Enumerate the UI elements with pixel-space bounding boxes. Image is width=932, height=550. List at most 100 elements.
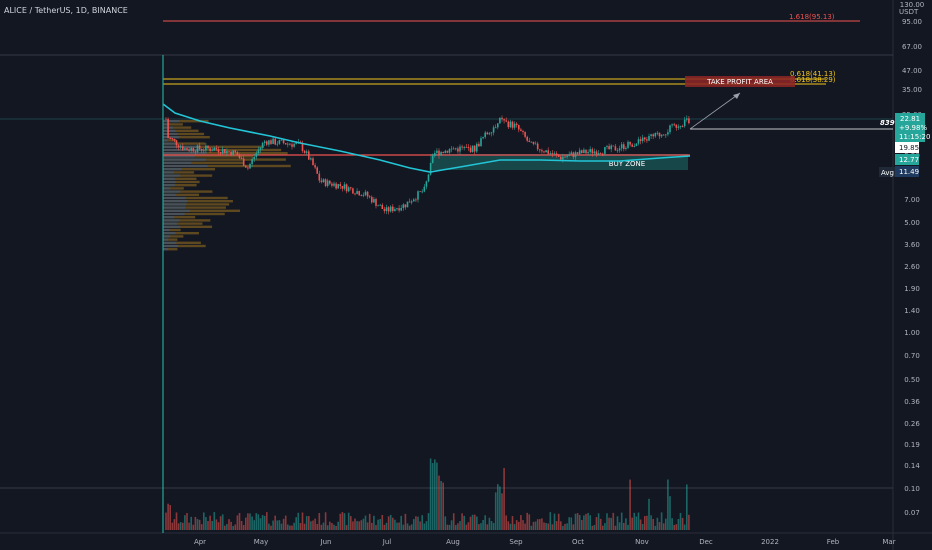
volume-bar: [358, 521, 360, 530]
volume-bar: [547, 523, 549, 530]
volume-profile-bar-inner: [163, 244, 178, 248]
volume-bar: [446, 524, 449, 530]
volume-bar: [471, 514, 474, 530]
buy-zone-box[interactable]: [430, 154, 688, 170]
candle-body: [627, 141, 629, 148]
volume-bar: [476, 516, 478, 530]
volume-bar: [673, 524, 675, 530]
price-axis[interactable]: 130.0095.0067.0047.0035.0025.0013.009.50…: [900, 1, 925, 517]
volume-bar: [644, 516, 646, 530]
candle-body: [194, 151, 197, 153]
candle-body: [555, 153, 558, 155]
candle-body: [207, 145, 209, 149]
volume-profile-bar: [163, 219, 211, 222]
volume-bar: [299, 523, 302, 530]
volume-bar: [484, 515, 486, 530]
volume-bar: [284, 515, 287, 530]
candle-body: [568, 154, 570, 157]
time-tick-label: Sep: [509, 538, 523, 546]
candle-body: [238, 155, 241, 159]
volume-bar: [583, 515, 585, 530]
candle-body: [686, 118, 688, 120]
candle-body: [593, 151, 596, 154]
volume-bar: [415, 516, 417, 530]
volume-bar: [280, 523, 283, 530]
volume-bar: [507, 521, 510, 530]
price-tick-label: 67.00: [902, 43, 922, 51]
price-tag-level-a: 19.85: [895, 142, 919, 153]
svg-text:19.85: 19.85: [899, 144, 919, 152]
candle-body: [455, 148, 457, 150]
volume-bar: [406, 523, 409, 530]
candle-body: [507, 121, 510, 128]
candle-body: [452, 148, 455, 150]
candle-body: [350, 187, 352, 189]
volume-bar: [282, 518, 285, 530]
volume-bar: [394, 519, 396, 530]
candle-body: [616, 150, 619, 152]
volume-bar: [276, 520, 279, 530]
candle-body: [417, 191, 419, 200]
volume-bar: [465, 524, 468, 530]
volume-profile-bar: [163, 238, 178, 241]
candle-body: [524, 132, 526, 137]
candle-body: [566, 156, 568, 157]
volume-profile-bar-inner: [163, 190, 181, 193]
volume-bar: [518, 521, 520, 530]
volume-bar: [602, 525, 604, 530]
volume-profile-bar-inner: [163, 212, 185, 216]
svg-text:11:15:20: 11:15:20: [899, 133, 930, 141]
volume-bar: [352, 521, 354, 530]
volume-bar: [167, 503, 169, 530]
volume-profile-bar-inner: [163, 161, 192, 164]
volume-bar: [450, 520, 453, 530]
candle-body: [637, 139, 640, 144]
volume-bar: [610, 517, 612, 530]
candle-body: [660, 134, 663, 137]
candle-body: [604, 147, 606, 154]
volume-profile-bar: [163, 190, 213, 193]
candle-body: [373, 199, 375, 203]
candle-body: [440, 152, 442, 156]
time-axis[interactable]: Apr May Jun Jul Aug Sep Oct Nov Dec 2022 Feb Mar: [194, 538, 896, 546]
candle-body: [368, 196, 371, 198]
volume-bar: [381, 514, 384, 530]
volume-bar: [249, 513, 251, 530]
projection-arrow: [689, 92, 741, 130]
candle-body: [329, 180, 331, 184]
candle-body: [364, 191, 367, 196]
candle-body: [639, 139, 642, 141]
volume-profile-bar: [163, 209, 241, 212]
volume-bar: [179, 522, 182, 530]
volume-bar: [461, 513, 463, 530]
volume-bar: [221, 514, 224, 530]
price-tag-level-b: 12.77: [895, 154, 919, 165]
volume-bar: [263, 515, 266, 530]
volume-bar: [635, 516, 638, 530]
volume-bar: [482, 519, 484, 530]
fib-1618-label: 1.618(95.13): [789, 13, 835, 21]
candle-body: [375, 199, 377, 206]
volume-profile-bar-inner: [163, 222, 177, 225]
candle-body: [211, 150, 213, 152]
candle-body: [408, 201, 411, 203]
candle-body: [423, 186, 426, 192]
candle-body: [234, 150, 237, 153]
candle-body: [303, 150, 306, 153]
price-tick-label: 0.19: [904, 441, 920, 449]
candle-body: [513, 123, 516, 128]
candle-body: [595, 151, 598, 155]
candle-body: [564, 156, 566, 158]
candle-body: [665, 134, 667, 136]
take-profit-box[interactable]: [685, 76, 795, 87]
candle-body: [377, 205, 379, 207]
volume-bar: [293, 522, 295, 530]
candle-body: [583, 149, 585, 153]
volume-bar: [494, 492, 497, 530]
candle-body: [228, 150, 230, 152]
candle-body: [209, 148, 211, 151]
candle-body: [301, 143, 304, 151]
candle-body: [465, 147, 468, 148]
volume-bar: [444, 516, 447, 530]
